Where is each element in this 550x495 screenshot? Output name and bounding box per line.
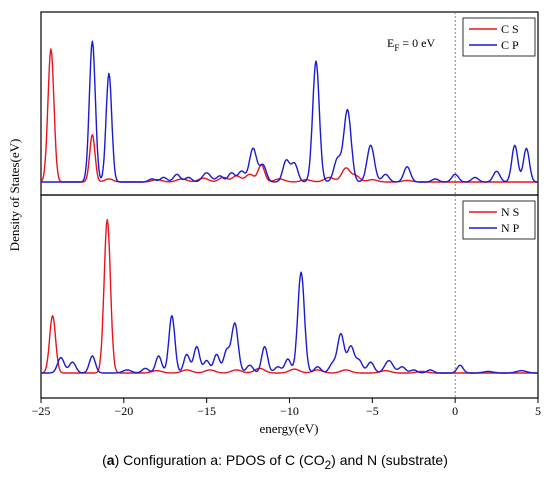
bottom-series-n-p [41, 271, 538, 374]
x-axis-label: energy(eV) [260, 421, 319, 436]
caption-tag: a [106, 452, 115, 468]
legend-label-c-s: C S [501, 22, 519, 36]
caption-tag-open: ( [102, 452, 107, 468]
fermi-annotation-rest: = 0 eV [399, 36, 435, 50]
figure-caption: (a) Configuration a: PDOS of C (CO2) and… [0, 452, 550, 472]
x-tick-label: 5 [535, 404, 541, 418]
bottom-series-n-s [40, 218, 538, 374]
legend-label-c-p: C P [501, 38, 519, 52]
x-tick-label: −5 [366, 404, 379, 418]
legend-label-n-s: N S [501, 205, 519, 219]
legend-box [462, 200, 536, 240]
fermi-annotation-sub: F [394, 43, 399, 53]
x-tick-label: −10 [280, 404, 299, 418]
caption-tag-close: ) [114, 452, 120, 468]
fermi-annotation-e: E [387, 36, 394, 50]
caption-subscript: 2 [324, 458, 332, 472]
x-tick-label: −15 [197, 404, 216, 418]
top-series-c-p [41, 40, 538, 183]
caption-text: Configuration a: PDOS of C (CO [119, 452, 325, 468]
bottom-legend: N S N P [462, 200, 536, 240]
y-axis-label: Density of States(eV) [7, 139, 22, 252]
x-tick-label: 0 [452, 404, 458, 418]
caption-text-2: ) and N (substrate) [331, 452, 448, 468]
plot-layer: C S C P N S N P −25 −20 −15 −10 −5 0 5 EF = 0 eV Den… [7, 11, 541, 436]
legend-box [462, 17, 536, 57]
x-tick-label: −25 [32, 404, 51, 418]
fermi-annotation: EF = 0 eV [387, 36, 435, 53]
x-tick-label: −20 [114, 404, 133, 418]
top-legend: C S C P [462, 17, 536, 57]
legend-label-n-p: N P [501, 221, 520, 235]
